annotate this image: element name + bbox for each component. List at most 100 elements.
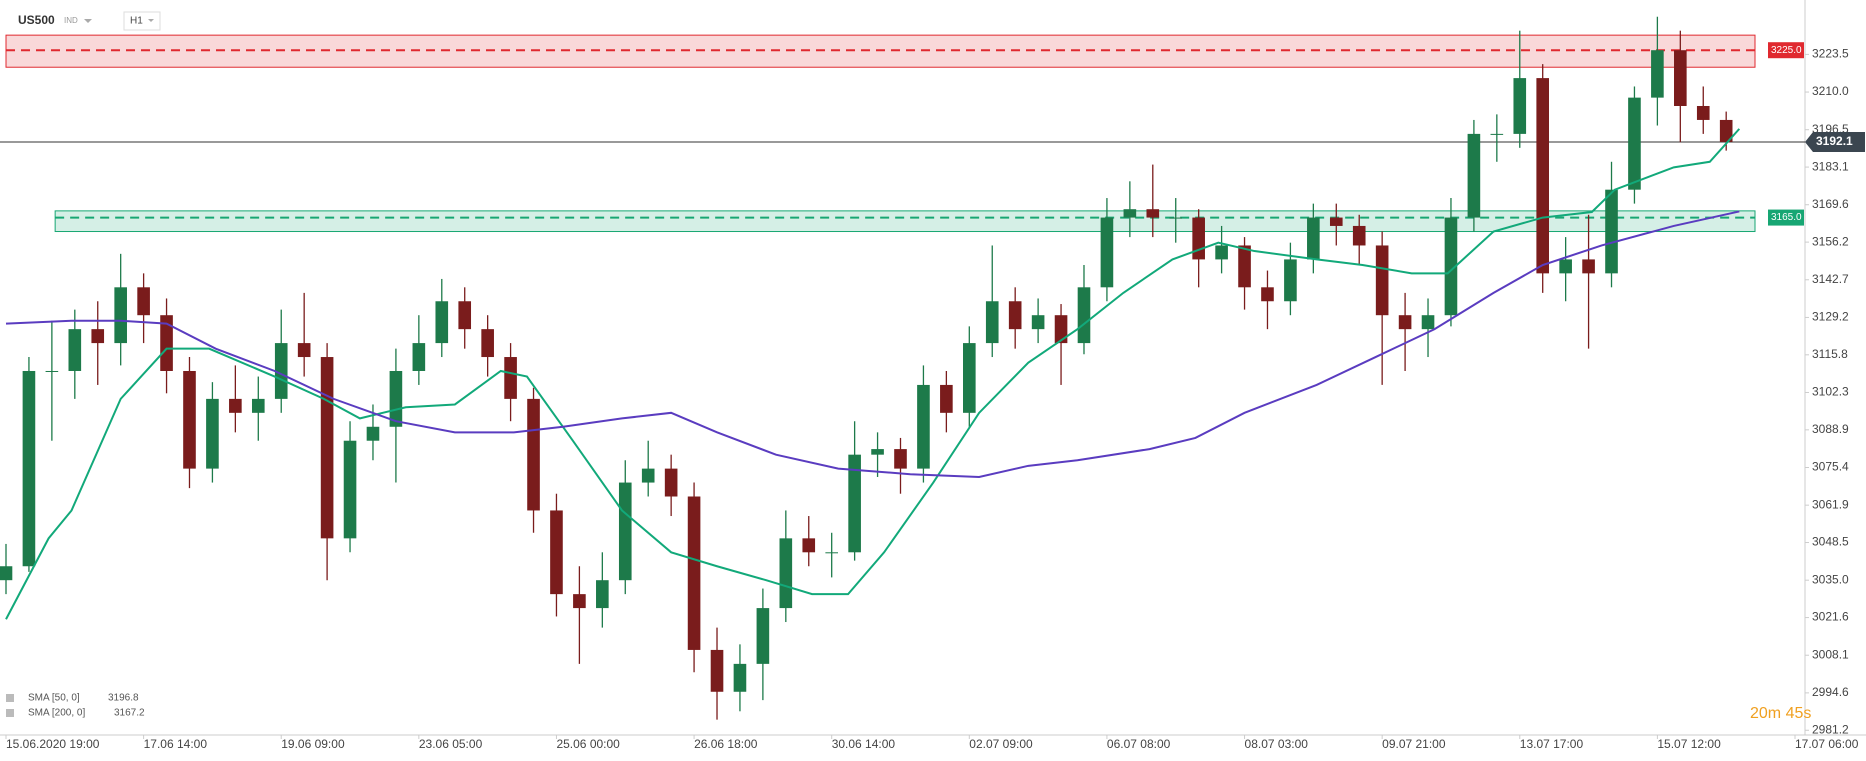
zone [54, 210, 1756, 233]
candle-body [1284, 259, 1297, 302]
y-tick-label: 3061.9 [1812, 497, 1849, 511]
candle-body [618, 482, 632, 581]
x-tick-label: 06.07 08:00 [1107, 737, 1171, 751]
x-tick-label: 17.07 06:00 [1795, 737, 1859, 751]
candle-body [160, 315, 173, 371]
x-tick-label: 08.07 03:00 [1245, 737, 1309, 751]
candle-body [1651, 50, 1664, 98]
interval: H1 [130, 16, 143, 27]
candle-body [1467, 133, 1481, 218]
x-tick-label: 09.07 21:00 [1382, 737, 1446, 751]
legend-icon [6, 709, 14, 717]
x-tick-label: 26.06 18:00 [694, 737, 758, 751]
candle-body [481, 329, 494, 358]
candle-body [1192, 217, 1205, 260]
candle-body [229, 398, 242, 413]
y-tick-label: 3035.0 [1812, 572, 1849, 586]
candle-body [848, 454, 861, 553]
candle-body [1536, 78, 1550, 274]
candle-body [412, 343, 426, 371]
legend-name: SMA [200, 0] [28, 708, 85, 719]
candle-body [91, 329, 105, 344]
x-tick-label: 30.06 14:00 [832, 737, 896, 751]
x-tick-label: 15.06.2020 19:00 [6, 737, 100, 751]
candle-body [687, 496, 701, 650]
candle-body [871, 449, 884, 455]
legend-value: 3167.2 [114, 708, 145, 719]
candle-body [1100, 217, 1114, 288]
current-price-tag [1805, 131, 1865, 152]
candle-body [1215, 245, 1228, 260]
candle-body [1238, 245, 1251, 288]
y-tick-label: 3183.1 [1812, 159, 1849, 173]
x-tick-label: 25.06 00:00 [556, 737, 620, 751]
candle-body [963, 343, 976, 413]
level-label: 3165.0 [1771, 212, 1802, 223]
y-tick-label: 3129.2 [1812, 310, 1849, 324]
dropdown-arrow[interactable] [84, 19, 92, 23]
candle-body [274, 343, 288, 399]
candle-body [45, 370, 59, 372]
candle-body [137, 287, 150, 316]
candle-body [641, 468, 655, 483]
candle-body [458, 301, 472, 330]
y-tick-label: 3048.5 [1812, 535, 1849, 549]
legend-value: 3196.8 [108, 693, 139, 704]
y-tick-label: 3075.4 [1812, 460, 1849, 474]
x-tick-label: 23.06 05:00 [419, 737, 483, 751]
candle-body [1444, 217, 1458, 316]
candle-body [1352, 225, 1366, 246]
x-tick-label: 15.07 12:00 [1657, 737, 1721, 751]
candle-body [297, 343, 311, 358]
y-tick-label: 3102.3 [1812, 385, 1849, 399]
legend-icon [6, 694, 14, 702]
y-tick-label: 3021.6 [1812, 610, 1849, 624]
y-tick-label: 2981.2 [1812, 722, 1849, 736]
x-tick-label: 13.07 17:00 [1520, 737, 1584, 751]
candle-body [1696, 105, 1710, 120]
candle-body [1031, 315, 1045, 330]
y-tick-label: 3156.2 [1812, 234, 1849, 248]
candle-body [596, 580, 609, 609]
candle-body [1490, 133, 1504, 135]
interval-select[interactable] [123, 11, 161, 31]
candle-body [206, 398, 219, 469]
y-tick-label: 3008.1 [1812, 647, 1849, 661]
candle-body [985, 301, 999, 344]
candle-body [1398, 315, 1412, 330]
y-tick-label: 2994.6 [1812, 685, 1849, 699]
candle-body [825, 552, 838, 554]
candle-body [435, 301, 449, 344]
candle-body [1375, 245, 1389, 316]
candle-body [1261, 287, 1274, 302]
market: IND [64, 16, 78, 25]
candle-body [1054, 315, 1068, 344]
candle-body [1123, 209, 1137, 218]
y-tick-label: 3142.7 [1812, 272, 1849, 286]
candle-body [779, 538, 793, 609]
candle-body [366, 426, 380, 441]
candle-body [1605, 189, 1618, 274]
timer: 20m 45s [1750, 705, 1811, 722]
candle-body [1559, 259, 1572, 274]
candle-body [251, 398, 265, 413]
candle-body [527, 398, 540, 511]
candle-body [183, 370, 196, 469]
dropdown-arrow [148, 19, 154, 22]
candle-body [389, 370, 403, 427]
y-tick-label: 3210.0 [1812, 84, 1849, 98]
x-tick-label: 02.07 09:00 [969, 737, 1033, 751]
candle-body [1169, 217, 1183, 219]
candle-body [1329, 217, 1343, 226]
candle-body [1421, 315, 1435, 330]
symbol: US500 [18, 13, 55, 27]
y-tick-label: 3169.6 [1812, 197, 1849, 211]
candle-body [756, 608, 770, 664]
candle-body [802, 538, 816, 553]
candle-body [1146, 209, 1160, 218]
candle-body [710, 649, 724, 692]
candle-body [550, 510, 563, 595]
candle-body [343, 440, 357, 539]
candle-body [940, 384, 953, 413]
